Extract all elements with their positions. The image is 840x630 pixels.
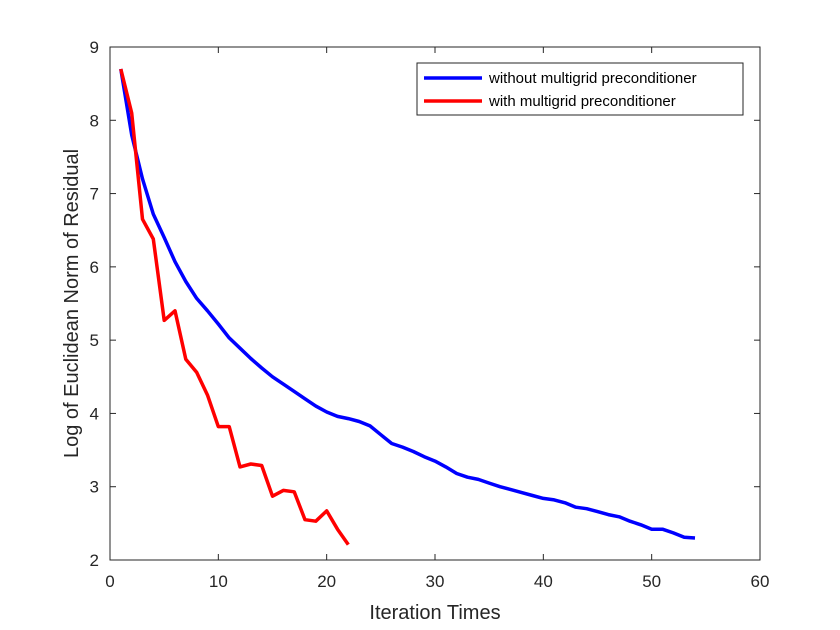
x-tick-label: 60: [751, 572, 770, 591]
legend-label-with-multigrid: with multigrid preconditioner: [488, 93, 676, 110]
x-tick-label: 10: [209, 572, 228, 591]
x-axis-ticks: 0 10 20 30 40 50 60: [105, 47, 769, 591]
x-tick-label: 30: [426, 572, 445, 591]
y-tick-label: 8: [90, 111, 99, 130]
y-tick-label: 6: [90, 258, 99, 277]
y-axis-ticks: 2 3 4 5 6 7 8 9: [90, 38, 760, 570]
legend-label-without-multigrid: without multigrid preconditioner: [488, 70, 697, 87]
y-tick-label: 5: [90, 331, 99, 350]
series-line-without-multigrid: [119, 68, 696, 540]
y-axis-label: Log of Euclidean Norm of Residual: [61, 149, 83, 458]
x-tick-label: 40: [534, 572, 553, 591]
series-line-with-multigrid: [119, 68, 350, 546]
y-tick-label: 2: [90, 551, 99, 570]
y-tick-label: 9: [90, 38, 99, 57]
y-tick-label: 4: [90, 404, 99, 423]
y-tick-label: 3: [90, 478, 99, 497]
x-axis-label: Iteration Times: [369, 602, 500, 624]
x-tick-label: 0: [105, 572, 114, 591]
y-tick-label: 7: [90, 185, 99, 204]
legend-box: [416, 62, 744, 116]
plot-area: [109, 46, 761, 561]
x-tick-label: 20: [317, 572, 336, 591]
series-layer: [119, 68, 696, 546]
x-tick-label: 50: [642, 572, 661, 591]
legend: without multigrid preconditioner with mu…: [416, 62, 744, 116]
